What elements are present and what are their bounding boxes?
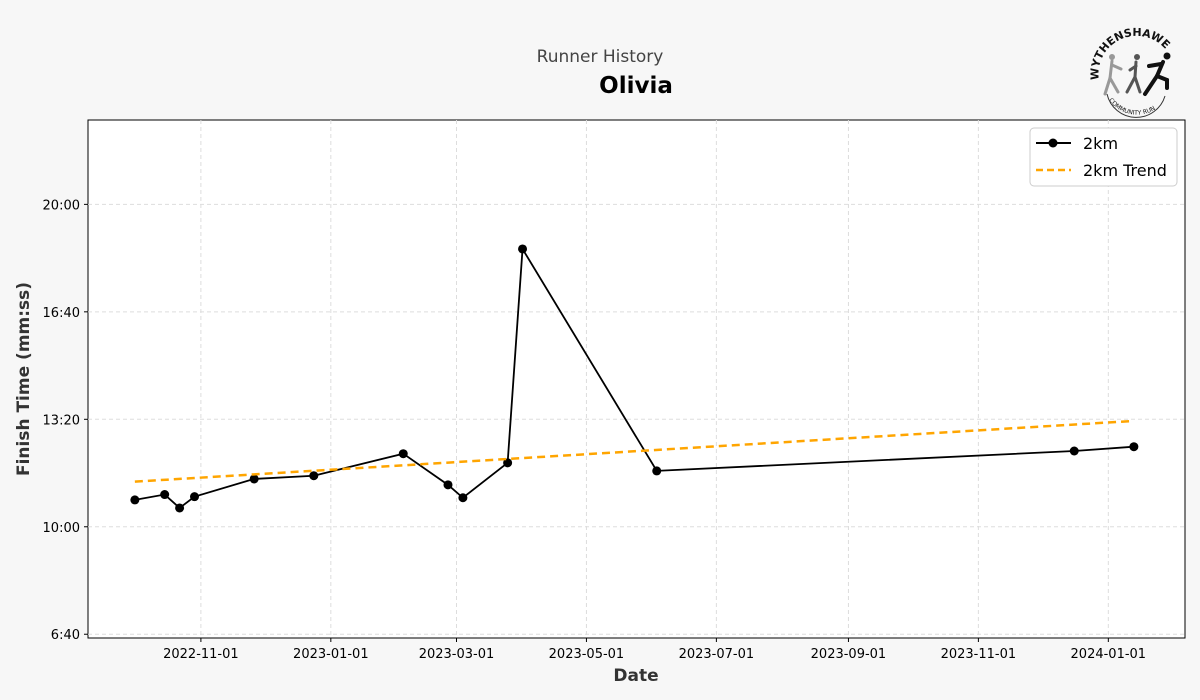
x-tick-label: 2023-09-01	[811, 647, 887, 662]
x-tick-label: 2023-07-01	[679, 647, 755, 662]
x-tick-label: 2023-01-01	[293, 647, 369, 662]
data-point	[458, 493, 468, 503]
data-point	[652, 466, 662, 476]
data-point	[518, 244, 528, 254]
y-tick-label: 20:00	[43, 198, 80, 213]
data-point	[443, 480, 453, 490]
legend-label-trend: 2km Trend	[1083, 161, 1167, 180]
data-point	[398, 449, 408, 459]
data-point	[130, 495, 140, 505]
data-point	[503, 458, 513, 468]
data-point	[160, 490, 170, 500]
legend: 2km 2km Trend	[1029, 127, 1178, 187]
legend-marker-2km	[1048, 138, 1058, 148]
chart-subtitle: Runner History	[536, 47, 664, 67]
y-tick-label: 13:20	[43, 413, 80, 428]
data-point	[175, 503, 185, 513]
data-point	[309, 471, 319, 481]
legend-label-2km: 2km	[1083, 134, 1118, 153]
trend-line	[134, 419, 1134, 483]
x-tick-label: 2023-03-01	[419, 647, 495, 662]
y-tick-label: 16:40	[43, 306, 80, 321]
x-tick-label: 2023-11-01	[941, 647, 1017, 662]
y-axis-label: Finish Time (mm:ss)	[14, 282, 34, 476]
y-tick-label: 10:00	[43, 521, 80, 536]
plot-area	[87, 119, 1186, 639]
x-tick-label: 2023-05-01	[549, 647, 625, 662]
data-point	[1069, 446, 1079, 456]
x-tick-label: 2024-01-01	[1071, 647, 1147, 662]
chart-title: Olivia	[599, 73, 673, 99]
x-axis-label: Date	[613, 666, 658, 686]
y-tick-label: 6:40	[51, 628, 80, 643]
data-point	[249, 474, 259, 484]
data-point	[1129, 442, 1139, 452]
x-tick-label: 2022-11-01	[163, 647, 239, 662]
club-logo: WYTHENSHAWE COMMUNITY RUN	[1089, 26, 1173, 118]
data-point	[190, 492, 200, 502]
